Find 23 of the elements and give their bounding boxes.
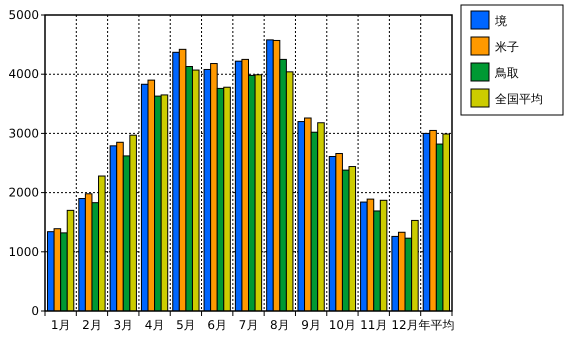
- y-tick-label: 4000: [8, 67, 39, 82]
- x-tick-label: 1月: [50, 318, 70, 332]
- x-tick-label: 8月: [270, 318, 290, 332]
- y-tick-label: 2000: [8, 186, 39, 200]
- y-tick-label: 3000: [8, 126, 39, 140]
- y-tick-label: 0: [31, 304, 39, 318]
- legend-label: 米子: [495, 40, 519, 54]
- legend-label: 全国平均: [495, 92, 543, 106]
- y-tick-label: 1000: [8, 244, 39, 259]
- x-tick-label: 12月: [391, 318, 419, 332]
- x-tick-label: 10月: [328, 318, 356, 332]
- x-tick-label: 4月: [144, 318, 164, 332]
- x-tick-label: 2月: [82, 318, 102, 332]
- y-tick-label: 5000: [8, 8, 39, 22]
- x-tick-label: 7月: [238, 318, 258, 332]
- x-tick-label: 5月: [176, 318, 196, 332]
- x-tick-label: 11月: [360, 318, 388, 332]
- legend-label: 鳥取: [494, 66, 519, 80]
- x-tick-label: 年平均: [418, 318, 454, 332]
- legend-label: 境: [494, 14, 507, 28]
- x-tick-label: 3月: [113, 318, 134, 332]
- x-tick-label: 6月: [207, 318, 228, 332]
- x-tick-label: 9月: [301, 318, 321, 332]
